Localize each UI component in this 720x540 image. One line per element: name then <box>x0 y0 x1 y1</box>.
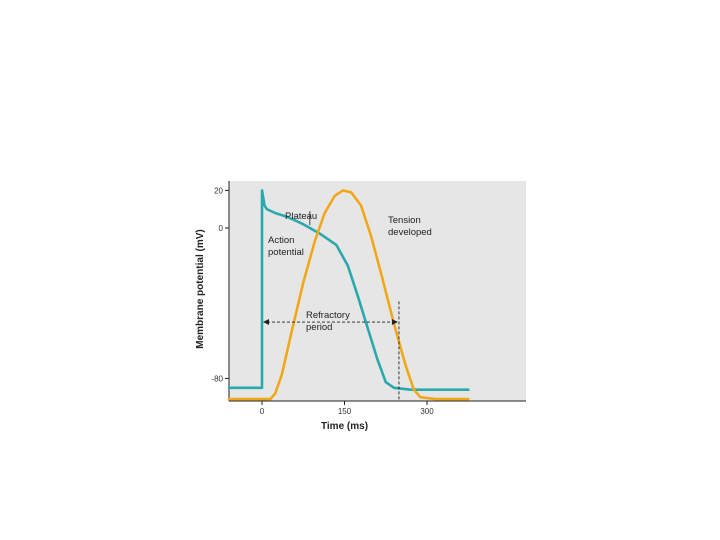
refractory-label: period <box>306 322 332 333</box>
tension-label: developed <box>388 227 432 238</box>
x-tick-label: 150 <box>338 407 352 416</box>
plot-area <box>229 181 526 401</box>
y-axis-title: Membrane potential (mV) <box>195 229 206 348</box>
action-potential-label: Action <box>268 235 294 246</box>
arrow-right-icon <box>391 319 398 326</box>
y-tick-label: -80 <box>211 374 223 383</box>
arrow-left-icon <box>263 319 269 326</box>
x-tick-label: 300 <box>420 407 434 416</box>
action-potential-label: potential <box>268 247 304 258</box>
tension-line <box>227 189 470 401</box>
tension-label: Tension <box>388 215 421 226</box>
y-tick-label: 0 <box>219 224 224 233</box>
action-potential-line <box>227 189 470 391</box>
y-tick-label: 20 <box>214 186 223 195</box>
plateau-label: Plateau <box>285 211 317 222</box>
x-tick-label: 0 <box>260 407 265 416</box>
x-axis-title: Time (ms) <box>321 421 368 432</box>
refractory-label: Refractory <box>306 310 350 321</box>
